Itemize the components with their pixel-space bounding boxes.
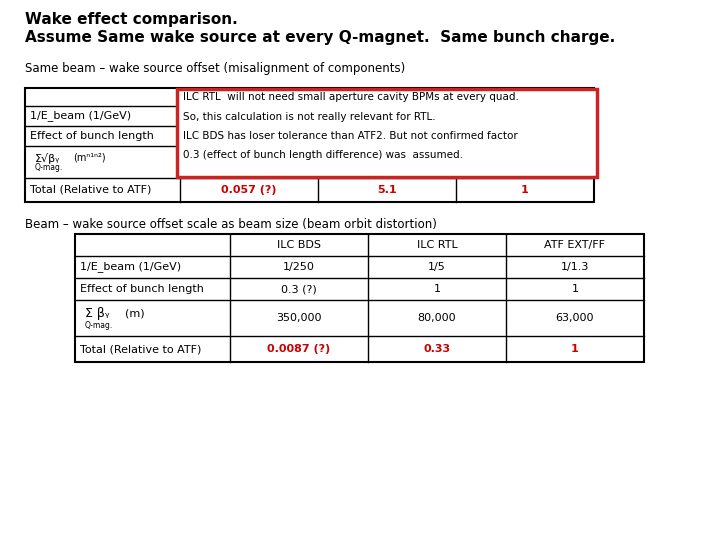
Text: 1/E_beam (1/GeV): 1/E_beam (1/GeV) (30, 111, 131, 122)
Text: 1/250: 1/250 (283, 262, 315, 272)
Text: 0.0087 (?): 0.0087 (?) (267, 344, 330, 354)
Text: 1,000: 1,000 (509, 157, 541, 167)
Text: 1: 1 (433, 284, 441, 294)
Text: 350,000: 350,000 (276, 313, 322, 323)
Text: 0.3 (?): 0.3 (?) (231, 131, 267, 141)
Text: 1: 1 (572, 284, 578, 294)
Text: ATF EXT/FF: ATF EXT/FF (544, 240, 606, 250)
Text: Assume Same wake source at every Q-magnet.  Same bunch charge.: Assume Same wake source at every Q-magne… (25, 30, 616, 45)
Text: Effect of bunch length: Effect of bunch length (80, 284, 204, 294)
Text: ILC BDS: ILC BDS (277, 240, 321, 250)
Text: 1/E_beam (1/GeV): 1/E_beam (1/GeV) (80, 261, 181, 273)
Text: 1/1.3: 1/1.3 (561, 262, 589, 272)
Text: 1/5: 1/5 (428, 262, 446, 272)
Text: 1/250: 1/250 (233, 111, 265, 121)
Text: Q-mag.: Q-mag. (85, 321, 113, 329)
Text: 1/5: 1/5 (378, 111, 396, 121)
Text: ILC BDS has loser tolerance than ATF2. But not confirmed factor: ILC BDS has loser tolerance than ATF2. B… (183, 131, 518, 141)
Text: 8,000: 8,000 (372, 157, 402, 167)
Text: 63,000: 63,000 (556, 313, 594, 323)
Text: 1/1.3: 1/1.3 (510, 111, 539, 121)
Bar (75, 234, 644, 362)
Text: Beam – wake source offset scale as beam size (beam orbit distortion): Beam – wake source offset scale as beam … (25, 218, 437, 231)
Text: 0.057 (?): 0.057 (?) (221, 185, 276, 195)
Text: (mⁿ¹ⁿ²): (mⁿ¹ⁿ²) (73, 153, 106, 163)
Text: Total (Relative to ATF): Total (Relative to ATF) (80, 344, 202, 354)
Text: Wake effect comparison.: Wake effect comparison. (25, 12, 238, 27)
Text: Effect of bunch length: Effect of bunch length (30, 131, 154, 141)
Text: 3,000: 3,000 (233, 157, 265, 167)
Text: 80,000: 80,000 (418, 313, 456, 323)
FancyBboxPatch shape (177, 89, 597, 177)
Text: Same beam – wake source offset (misalignment of components): Same beam – wake source offset (misalign… (25, 62, 405, 75)
Text: ILC RTL: ILC RTL (417, 240, 457, 250)
Text: (m): (m) (125, 309, 145, 319)
Text: 0.33: 0.33 (423, 344, 451, 354)
Text: So, this calculation is not really relevant for RTL.: So, this calculation is not really relev… (183, 111, 436, 122)
Text: ILC RTL  will not need small aperture cavity BPMs at every quad.: ILC RTL will not need small aperture cav… (183, 92, 519, 102)
Text: 1: 1 (521, 131, 528, 141)
Bar (25, 88, 594, 202)
Text: Total (Relative to ATF): Total (Relative to ATF) (30, 185, 151, 195)
Text: 5.1: 5.1 (377, 185, 397, 195)
Text: Q-mag.: Q-mag. (35, 164, 63, 172)
Text: 0.3 (effect of bunch length difference) was  assumed.: 0.3 (effect of bunch length difference) … (183, 151, 463, 160)
Text: 1: 1 (571, 344, 579, 354)
Text: Σ√βᵧ: Σ√βᵧ (35, 152, 60, 164)
Text: 1: 1 (384, 131, 390, 141)
Text: 0.3 (?): 0.3 (?) (281, 284, 317, 294)
Text: Σ βᵧ: Σ βᵧ (85, 307, 109, 321)
Text: 1: 1 (521, 185, 529, 195)
